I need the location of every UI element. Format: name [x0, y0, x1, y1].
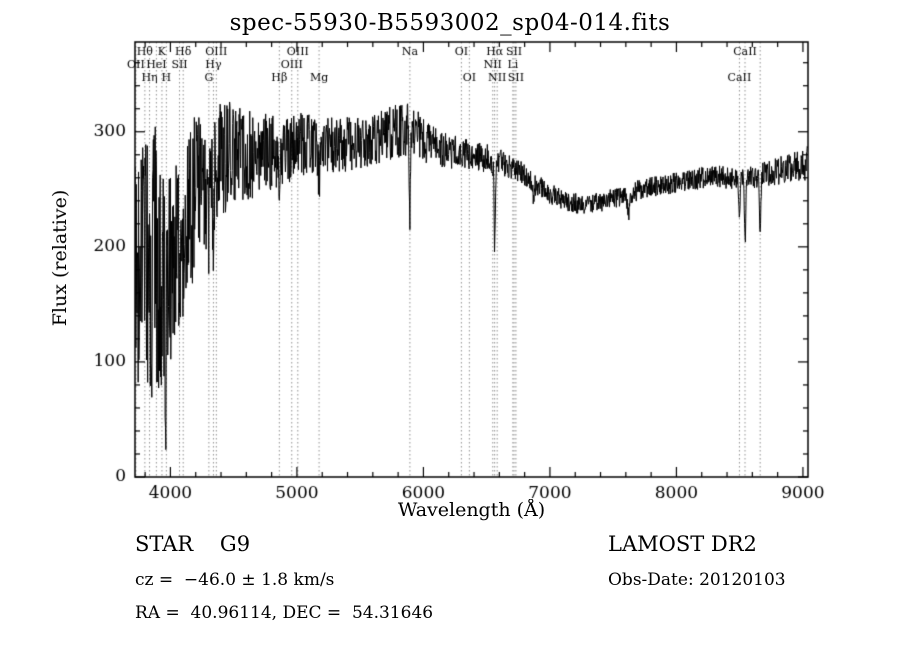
coordinates-label: RA = 40.96114, DEC = 54.31646 — [135, 603, 434, 623]
x-axis-label: Wavelength (Å) — [397, 499, 546, 521]
obs-date-label: Obs-Date: 20120103 — [608, 570, 786, 590]
plot-title: spec-55930-B5593002_sp04-014.fits — [229, 10, 671, 36]
radial-velocity-label: cz = −46.0 ± 1.8 km/s — [135, 570, 335, 590]
object-class-label: STAR G9 — [135, 532, 251, 556]
y-axis-label: Flux (relative) — [49, 189, 71, 327]
survey-label: LAMOST DR2 — [608, 532, 757, 556]
